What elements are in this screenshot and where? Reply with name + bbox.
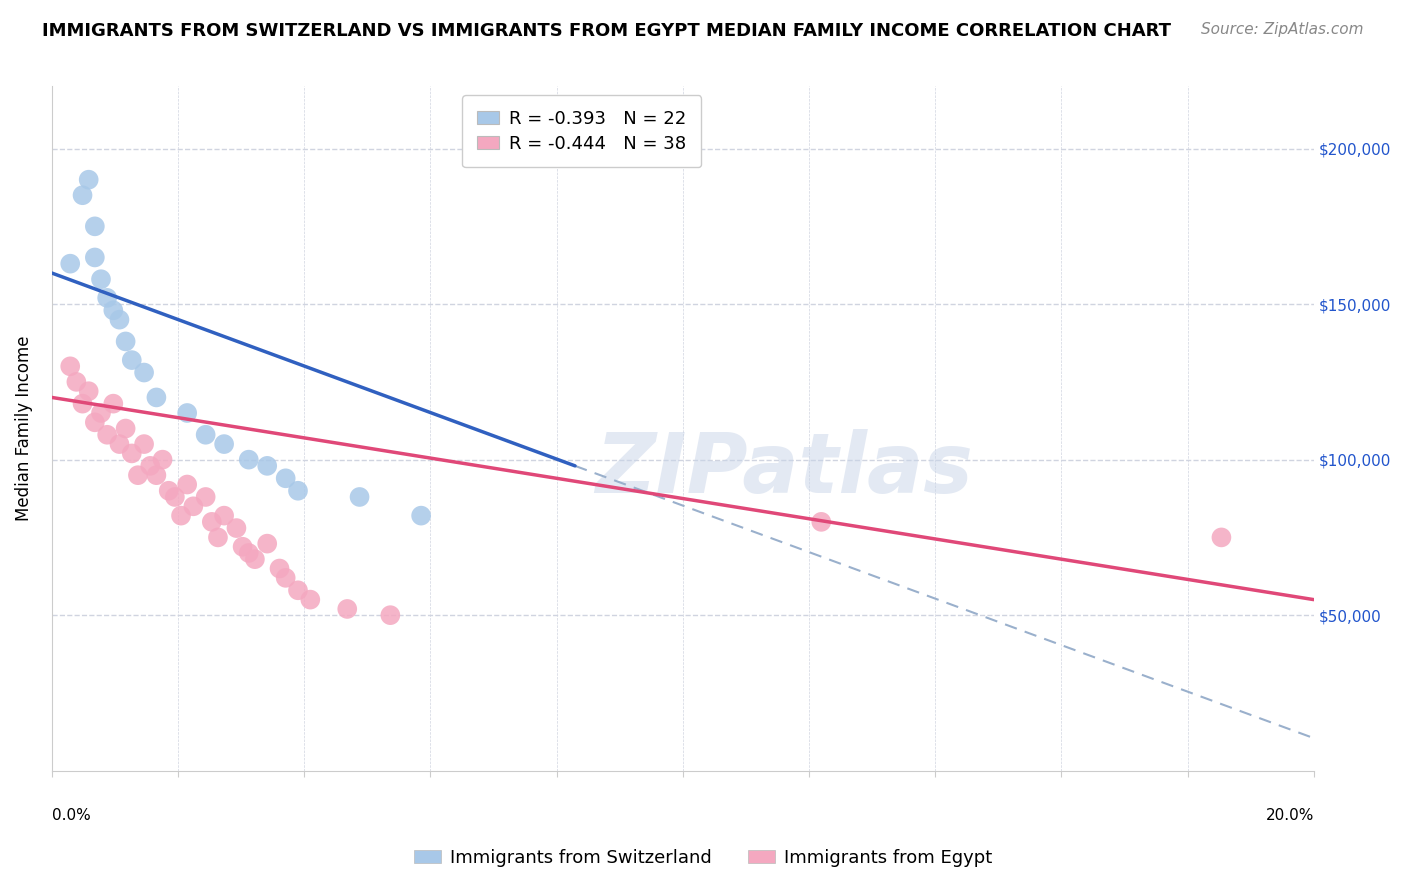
Point [121, 446, 143, 460]
Point [194, 427, 217, 442]
Point [1211, 530, 1233, 544]
Point [194, 490, 217, 504]
Point [114, 421, 136, 435]
Point [108, 312, 131, 326]
Text: Source: ZipAtlas.com: Source: ZipAtlas.com [1201, 22, 1364, 37]
Point [256, 458, 278, 473]
Point [163, 490, 186, 504]
Point [121, 353, 143, 368]
Point [243, 552, 266, 566]
Point [176, 477, 198, 491]
Point [157, 483, 180, 498]
Point [145, 391, 167, 405]
Point [176, 406, 198, 420]
Point [183, 500, 205, 514]
Point [336, 602, 359, 616]
Point [225, 521, 247, 535]
Point [72, 188, 94, 202]
Point [127, 468, 149, 483]
Point [212, 437, 235, 451]
Point [274, 471, 297, 485]
Point [207, 530, 229, 544]
Point [132, 366, 155, 380]
Point [256, 536, 278, 550]
Point [380, 608, 402, 623]
Point [83, 251, 105, 265]
Y-axis label: Median Family Income: Median Family Income [15, 335, 32, 521]
Point [170, 508, 193, 523]
Point [238, 546, 260, 560]
Point [83, 415, 105, 429]
Point [108, 437, 131, 451]
Point [201, 515, 224, 529]
Legend: Immigrants from Switzerland, Immigrants from Egypt: Immigrants from Switzerland, Immigrants … [406, 842, 1000, 874]
Point [232, 540, 254, 554]
Text: 20.0%: 20.0% [1265, 808, 1313, 823]
Point [77, 172, 100, 186]
Point [96, 427, 118, 442]
Point [65, 375, 87, 389]
Point [103, 397, 125, 411]
Point [114, 334, 136, 349]
Point [287, 583, 309, 598]
Point [349, 490, 371, 504]
Point [411, 508, 433, 523]
Point [77, 384, 100, 399]
Point [132, 437, 155, 451]
Point [269, 561, 291, 575]
Point [72, 397, 94, 411]
Text: ZIPatlas: ZIPatlas [595, 429, 973, 510]
Point [103, 303, 125, 318]
Point [238, 452, 260, 467]
Point [90, 272, 112, 286]
Text: 0.0%: 0.0% [52, 808, 90, 823]
Point [287, 483, 309, 498]
Point [90, 406, 112, 420]
Point [96, 291, 118, 305]
Point [59, 257, 82, 271]
Point [274, 571, 297, 585]
Point [212, 508, 235, 523]
Point [152, 452, 174, 467]
Point [83, 219, 105, 234]
Point [139, 458, 162, 473]
Legend: R = -0.393   N = 22, R = -0.444   N = 38: R = -0.393 N = 22, R = -0.444 N = 38 [463, 95, 702, 168]
Point [299, 592, 322, 607]
Point [145, 468, 167, 483]
Point [59, 359, 82, 374]
Text: IMMIGRANTS FROM SWITZERLAND VS IMMIGRANTS FROM EGYPT MEDIAN FAMILY INCOME CORREL: IMMIGRANTS FROM SWITZERLAND VS IMMIGRANT… [42, 22, 1171, 40]
Point [810, 515, 832, 529]
